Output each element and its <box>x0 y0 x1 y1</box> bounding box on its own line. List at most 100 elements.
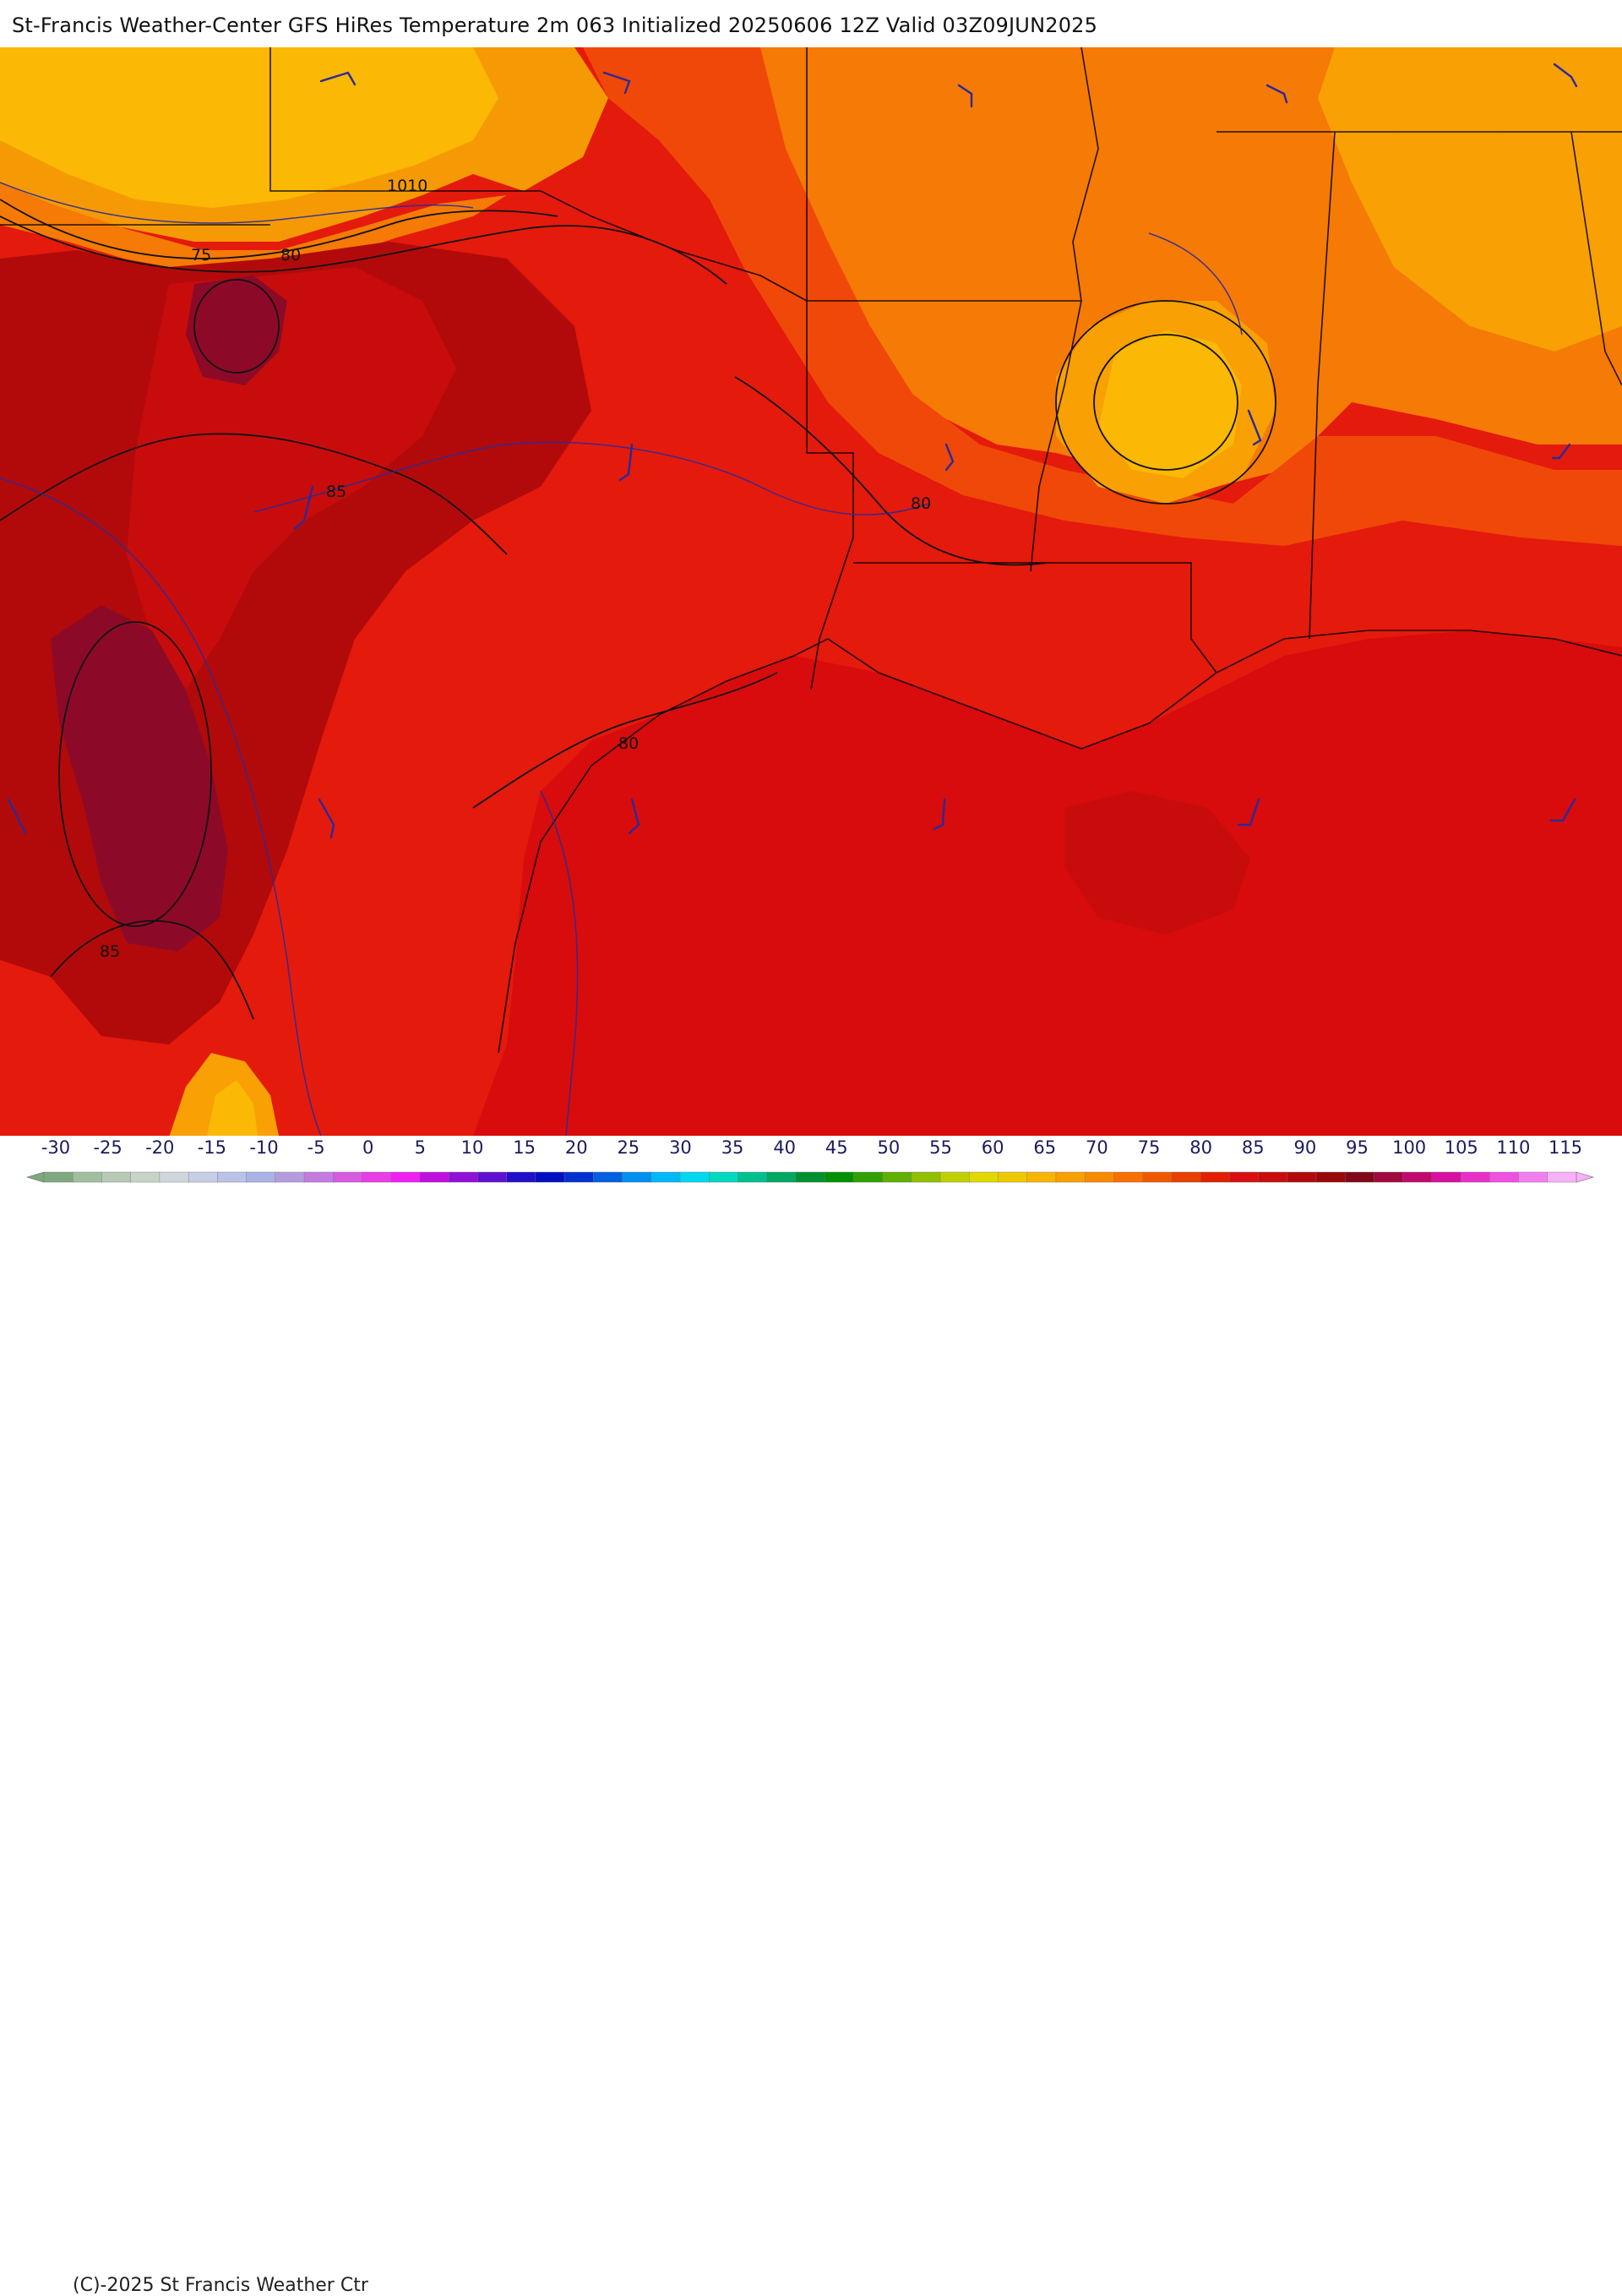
contour-label-80-east: 80 <box>911 494 931 513</box>
colorbar-swatch <box>506 1171 536 1183</box>
mississippi-river-boundary <box>1030 47 1099 572</box>
colorbar-scale <box>25 1171 1595 1183</box>
gulf-coast-line <box>498 630 1622 1054</box>
map-title: St-Francis Weather-Center GFS HiRes Temp… <box>12 14 1098 37</box>
colorbar-swatch <box>1200 1171 1230 1183</box>
colorbar-swatch <box>1374 1171 1404 1183</box>
colorbar-swatch <box>1142 1171 1173 1183</box>
colorbar-tick-label: 110 <box>1496 1137 1531 1158</box>
wind-barb <box>319 71 357 86</box>
colorbar-swatch <box>1431 1171 1461 1183</box>
contour-label-1010: 1010 <box>387 177 427 195</box>
wind-barb <box>318 798 335 839</box>
colorbar-swatch <box>1518 1171 1549 1183</box>
colorbar-swatch <box>824 1171 855 1183</box>
isobar-east <box>1148 232 1243 335</box>
colorbar-swatch <box>1460 1171 1491 1183</box>
colorbar-tick-label: 85 <box>1241 1137 1265 1158</box>
colorbar-swatch <box>1489 1171 1520 1183</box>
wind-barb <box>1549 798 1576 822</box>
colorbar-swatch <box>275 1171 305 1183</box>
colorbar-tick-label: 5 <box>414 1137 427 1158</box>
contour-amber-ring <box>1055 300 1276 504</box>
colorbar-right-arrow <box>1576 1171 1595 1183</box>
gulf-of-mexico <box>473 630 1622 1136</box>
wind-barb <box>1237 798 1260 826</box>
colorbar-swatch <box>911 1171 941 1183</box>
colorbar-tick-label: -10 <box>249 1137 279 1158</box>
contour-75 <box>0 199 558 259</box>
colorbar-swatch <box>1113 1171 1144 1183</box>
contour-labels: 1010 75 80 85 80 80 85 <box>100 177 931 961</box>
colorbar-swatch <box>1229 1171 1260 1183</box>
colorbar-tick-label: 25 <box>617 1137 640 1158</box>
colorbar-swatch <box>1287 1171 1317 1183</box>
wind-barb <box>1551 443 1571 460</box>
colorbar-swatch <box>101 1171 132 1183</box>
colorbar-tick-label: 35 <box>721 1137 744 1158</box>
map-canvas: 1010 75 80 85 80 80 85 <box>0 47 1622 1136</box>
southwest-yellow-spot <box>207 1080 258 1136</box>
colorbar-tick-label: -15 <box>197 1137 227 1158</box>
contour-80-north <box>0 215 727 285</box>
contour-yellow-ring <box>1093 334 1238 471</box>
isobar-1010 <box>0 182 474 224</box>
colorbar-tick-label: 95 <box>1346 1137 1369 1158</box>
colorbar: -30 -25 -20 -15 -10 -5 0 5 10 15 20 25 30 35 40 45 50 55 6… <box>0 1136 1622 2296</box>
contour-north-core <box>193 279 280 374</box>
colorbar-swatch <box>593 1171 623 1183</box>
colorbar-swatch <box>1402 1171 1433 1183</box>
colorbar-swatch <box>43 1171 73 1183</box>
wind-barbs <box>7 63 1578 839</box>
colorbar-swatch <box>1547 1171 1577 1183</box>
northwest-yellow-zone <box>0 47 498 208</box>
colorbar-swatch <box>188 1171 219 1183</box>
wind-barb <box>944 443 955 472</box>
wind-barb <box>1553 63 1578 88</box>
colorbar-tick-label: 30 <box>669 1137 692 1158</box>
wind-barb <box>602 71 631 95</box>
colorbar-swatch <box>853 1171 884 1183</box>
contour-label-85-central: 85 <box>326 483 346 501</box>
colorbar-swatch <box>1171 1171 1201 1183</box>
colorbar-tick-label: 10 <box>460 1137 484 1158</box>
colorbar-tick-label: -30 <box>41 1137 71 1158</box>
colorbar-swatch <box>650 1171 681 1183</box>
colorbar-swatch <box>709 1171 739 1183</box>
contour-85-south <box>50 919 254 1020</box>
contour-west-core <box>58 621 212 927</box>
colorbar-tick-label: 20 <box>564 1137 588 1158</box>
colorbar-tick-label: -25 <box>93 1137 122 1158</box>
wind-barb <box>1265 84 1288 104</box>
louisiana-boundary <box>853 562 1217 674</box>
colorbar-tick-label: 105 <box>1444 1137 1478 1158</box>
wind-barb <box>292 485 314 531</box>
colorbar-swatch <box>1055 1171 1086 1183</box>
contour-label-75: 75 <box>191 246 211 265</box>
colorbar-swatch <box>303 1171 334 1183</box>
state-boundaries <box>0 47 1622 1054</box>
isobar-central <box>253 441 930 515</box>
colorbar-swatch <box>939 1171 970 1183</box>
colorbar-tick-label: 0 <box>362 1137 374 1158</box>
isobar-coastal <box>540 790 579 1136</box>
colorbar-tick-label: 70 <box>1086 1137 1108 1158</box>
contour-80-east <box>734 376 1048 566</box>
east-amber-zone <box>1318 47 1622 352</box>
contour-label-85-south: 85 <box>100 942 120 961</box>
colorbar-swatch <box>448 1171 479 1183</box>
colorbar-swatch <box>622 1171 652 1183</box>
colorbar-swatch <box>217 1171 248 1183</box>
colorbar-swatch <box>1344 1171 1375 1183</box>
georgia-boundary <box>1570 131 1622 386</box>
colorbar-swatch <box>1026 1171 1057 1183</box>
colorbar-swatch <box>1258 1171 1288 1183</box>
oklahoma-boundary <box>269 47 808 302</box>
wind-barb <box>628 798 640 835</box>
colorbar-tick-label: 100 <box>1392 1137 1427 1158</box>
colorbar-tick-label: 45 <box>825 1137 848 1158</box>
isobars <box>0 182 1243 1136</box>
colorbar-tick-label: 15 <box>513 1137 536 1158</box>
colorbar-swatch <box>1315 1171 1346 1183</box>
isobar-west <box>0 477 322 1136</box>
